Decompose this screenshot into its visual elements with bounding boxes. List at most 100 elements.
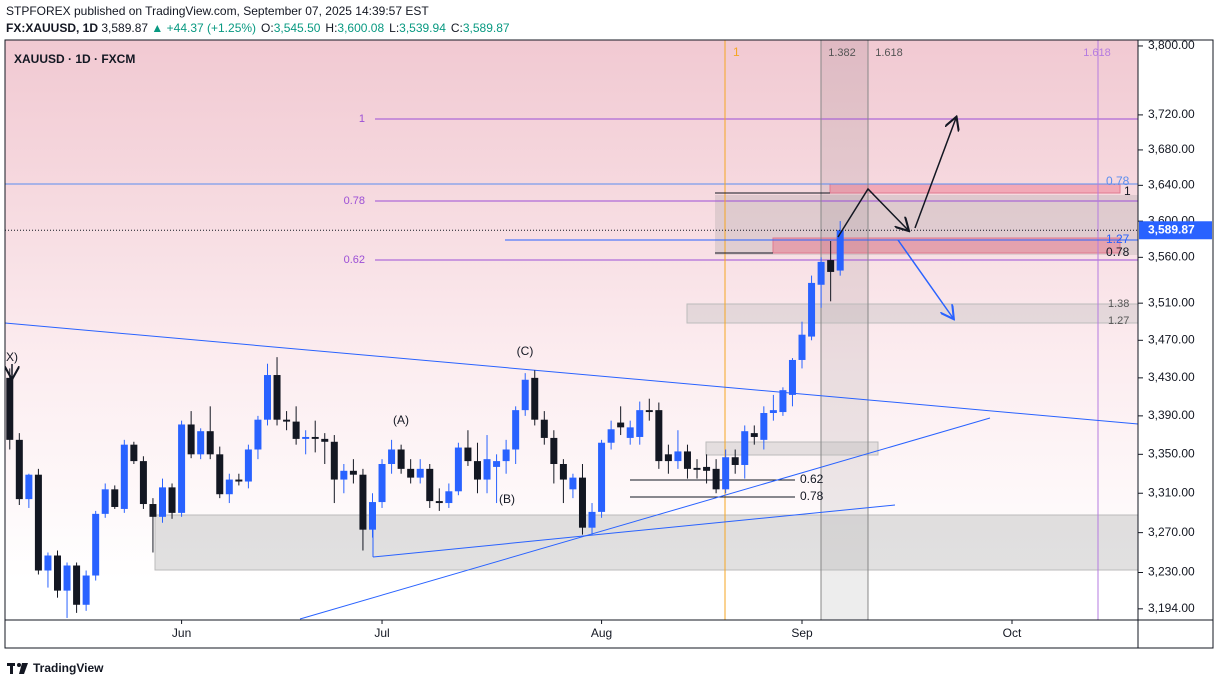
candle-body: [750, 433, 758, 437]
wave-label: (C): [517, 344, 534, 358]
candle-body: [607, 429, 615, 443]
brand: TradingView: [33, 661, 104, 675]
zone-box: [715, 195, 1138, 255]
candle-body: [540, 419, 548, 438]
time-fib-label: 1.618: [1083, 47, 1111, 59]
change: ▲ +44.37 (+1.25%): [151, 21, 256, 35]
brand-logo: [7, 663, 28, 674]
trend-line: [299, 417, 991, 620]
candle-body: [531, 377, 539, 420]
zone-box: [154, 514, 1139, 571]
candle-body: [92, 513, 100, 576]
y-tick-label: 3,560.00: [1148, 250, 1195, 264]
frame: [4, 39, 1214, 649]
candle-body: [683, 451, 691, 469]
x-tick-label: Sep: [791, 626, 813, 640]
candle-body: [273, 375, 281, 420]
candle-body: [808, 282, 816, 337]
candle-body: [550, 437, 558, 465]
candle-body: [817, 261, 825, 285]
projection-arrow: [837, 187, 908, 238]
level-label: 0.62: [800, 472, 824, 486]
level-label: 1.27: [1106, 232, 1130, 246]
y-tick-label: 3,680.00: [1148, 142, 1195, 156]
candle-body: [25, 474, 33, 500]
candle-body: [359, 474, 367, 530]
candle-body: [617, 422, 625, 428]
level-label: 1: [1124, 184, 1131, 198]
candle-body: [340, 470, 348, 480]
candle-body: [760, 413, 768, 440]
fib-label: 0.78: [344, 195, 365, 207]
projection-arrow: [897, 239, 953, 318]
y-tick-label: 3,350.00: [1148, 446, 1195, 460]
candle-body: [378, 464, 386, 503]
candle-body: [206, 431, 214, 455]
candle-body: [626, 427, 634, 438]
candle-body: [168, 487, 176, 513]
candle-body: [712, 468, 720, 490]
candle-body: [302, 436, 310, 439]
candle-body: [464, 447, 472, 462]
candle-body: [388, 449, 396, 465]
candle-body: [674, 451, 682, 462]
level-label: 1.38: [1108, 298, 1129, 310]
wave-label: (A): [393, 413, 409, 427]
candle-body: [521, 379, 529, 411]
price: 3,589.87: [101, 21, 148, 35]
candle-body: [120, 444, 128, 509]
candle-body: [63, 565, 71, 591]
last-price-box: [1139, 221, 1212, 240]
candle-body: [483, 459, 491, 480]
candle-body: [559, 464, 567, 480]
zone-box: [829, 183, 1121, 194]
candle-body: [397, 449, 405, 469]
candle-body: [15, 439, 23, 500]
candle-body: [283, 419, 291, 422]
candle-body: [788, 359, 796, 395]
candle-body: [598, 442, 606, 512]
y-tick-label: 3,270.00: [1148, 525, 1195, 539]
candle-body: [311, 436, 319, 439]
candle-body: [655, 410, 663, 462]
projection-arrow: [914, 118, 956, 229]
candle-body: [292, 421, 300, 439]
symbol-line: FX:XAUUSD, 1D 3,589.87 ▲ +44.37 (+1.25%)…: [6, 21, 510, 35]
candle-body: [330, 441, 338, 480]
candle-body: [769, 410, 777, 414]
zone-box: [772, 237, 1121, 254]
x-tick-label: Aug: [591, 626, 612, 640]
candle-body: [53, 555, 61, 591]
y-tick-label: 3,430.00: [1148, 370, 1195, 384]
candle-body: [636, 410, 644, 437]
y-tick-label: 3,470.00: [1148, 332, 1195, 346]
candle-body: [111, 489, 119, 507]
candle-body: [34, 474, 42, 571]
candle-body: [473, 461, 481, 480]
published-line: STPFOREX published on TradingView.com, S…: [6, 4, 429, 18]
fib-label: 1: [359, 113, 365, 125]
candle-body: [445, 491, 453, 504]
level-label: 0.78: [1106, 245, 1130, 259]
candle-body: [798, 334, 806, 360]
y-tick-label: 3,390.00: [1148, 408, 1195, 422]
candle-body: [407, 468, 415, 478]
candle-body: [569, 477, 577, 490]
y-tick-label: 3,800.00: [1148, 38, 1195, 52]
candle-body: [197, 431, 205, 455]
time-fib-label: 1.382: [828, 47, 856, 59]
ohlc-key: C:: [451, 21, 463, 35]
candle-body: [149, 504, 157, 517]
candle-body: [731, 457, 739, 465]
symbol: FX:XAUUSD, 1D: [6, 21, 98, 35]
time-fib-label: 1: [733, 45, 740, 59]
level-label: 1.27: [1108, 315, 1129, 327]
candle-body: [73, 565, 81, 605]
candle-body: [502, 449, 510, 462]
zone-box: [686, 303, 1139, 324]
y-tick-label: 3,230.00: [1148, 565, 1195, 579]
candle-body: [235, 479, 243, 482]
zone-box: [705, 441, 879, 456]
ohlc-value: 3,589.87: [463, 21, 510, 35]
